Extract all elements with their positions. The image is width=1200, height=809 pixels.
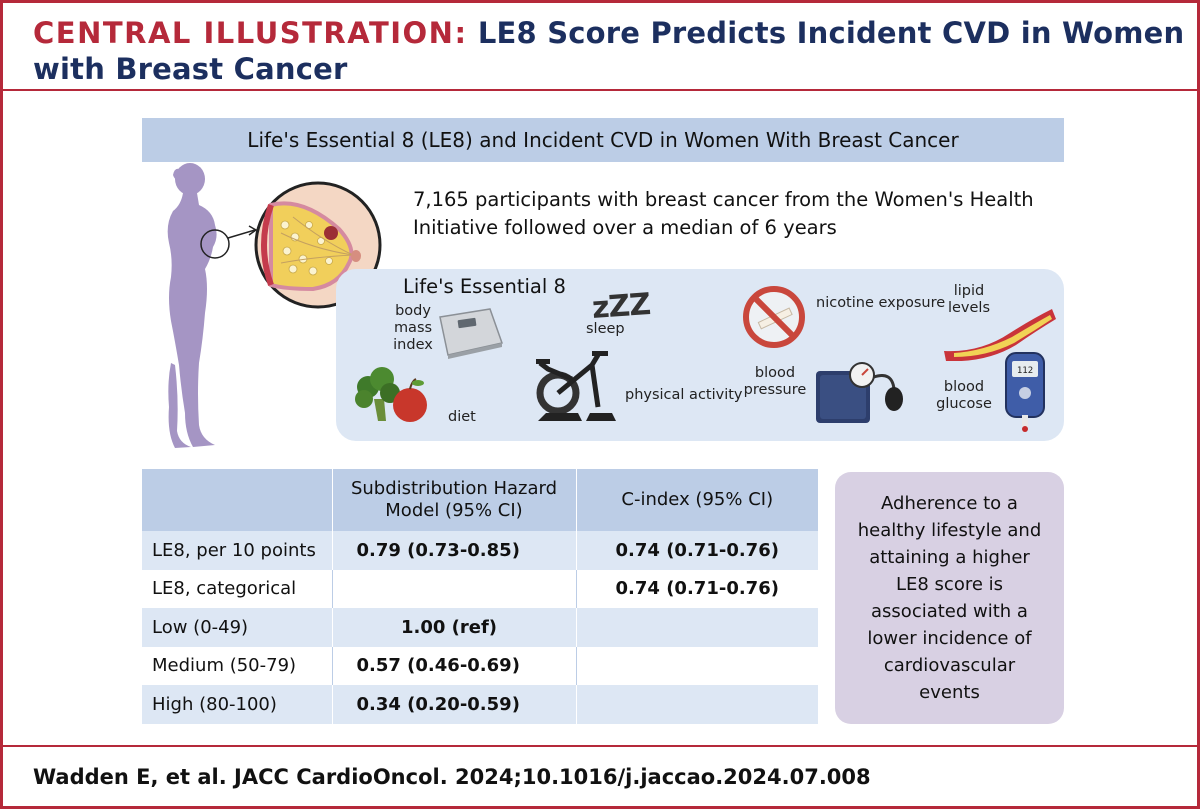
label-physical-activity: physical activity — [625, 387, 743, 403]
conclusion-text: Adherence to a healthy lifestyle and att… — [857, 493, 1042, 703]
study-description: 7,165 participants with breast cancer fr… — [413, 188, 1034, 239]
citation-footer: Wadden E, et al. JACC CardioOncol. 2024;… — [3, 745, 1197, 806]
table-cell: 0.34 (0.20-0.59) — [332, 685, 577, 724]
title-prefix: CENTRAL ILLUSTRATION: — [33, 16, 468, 50]
table-cell: Medium (50-79) — [142, 646, 333, 685]
label-blood-glucose: blood glucose — [936, 379, 992, 412]
conclusion-box: Adherence to a healthy lifestyle and att… — [835, 472, 1064, 724]
label-nicotine: nicotine exposure — [816, 295, 946, 311]
table-cell: 1.00 (ref) — [332, 608, 577, 647]
magnify-ring-icon — [200, 229, 230, 259]
table-header-cell: C-index (95% CI) — [621, 489, 774, 510]
table-cell — [332, 569, 577, 608]
scale-icon — [439, 308, 503, 359]
table-cell: 0.74 (0.71-0.76) — [615, 578, 779, 600]
no-smoking-icon — [743, 286, 805, 348]
table-header-row: Subdistribution Hazard Model (95% CI) C-… — [142, 469, 818, 531]
label-bmi: body mass index — [393, 303, 433, 353]
exercise-bike-icon — [536, 351, 616, 421]
table-cell: Low (0-49) — [142, 608, 333, 647]
table-cell: 0.79 (0.73-0.85) — [332, 531, 577, 570]
label-lipid: lipid levels — [947, 283, 991, 316]
woman-silhouette-icon — [167, 163, 217, 448]
glucometer-icon: 112 — [1005, 352, 1045, 432]
table-cell: 0.57 (0.46-0.69) — [332, 646, 577, 685]
label-sleep: sleep — [586, 321, 625, 337]
broccoli-apple-icon — [355, 367, 427, 422]
table-cell: LE8, categorical — [142, 569, 333, 608]
label-diet: diet — [448, 409, 476, 425]
table-header-cell: Subdistribution Hazard Model (95% CI) — [332, 469, 577, 531]
table-cell — [576, 608, 818, 647]
table-row: High (80-100) 0.34 (0.20-0.59) — [142, 685, 818, 724]
table-row: Low (0-49) 1.00 (ref) — [142, 608, 818, 647]
artery-plaque-icon — [944, 309, 1056, 361]
table-row: LE8, categorical 0.74 (0.71-0.76) — [142, 569, 818, 608]
table-cell: High (80-100) — [142, 685, 333, 724]
table-row: Medium (50-79) 0.57 (0.46-0.69) — [142, 646, 818, 686]
le8-panel-title: Life's Essential 8 — [403, 275, 566, 298]
table-cell — [576, 685, 818, 724]
table-cell — [576, 647, 818, 686]
title-text: LE8 Score Predicts Incident CVD in Women… — [33, 16, 1185, 86]
label-blood-pressure: blood pressure — [743, 365, 807, 398]
table-header-cell — [142, 469, 333, 531]
page-title: CENTRAL ILLUSTRATION: LE8 Score Predicts… — [33, 15, 1197, 87]
le8-components-panel: Life's Essential 8 body mass index diet … — [336, 269, 1064, 441]
results-table: Subdistribution Hazard Model (95% CI) C-… — [142, 469, 818, 724]
header: CENTRAL ILLUSTRATION: LE8 Score Predicts… — [3, 3, 1197, 91]
blood-pressure-cuff-icon — [816, 362, 903, 423]
section-banner: Life's Essential 8 (LE8) and Incident CV… — [142, 118, 1064, 162]
table-cell: LE8, per 10 points — [142, 531, 333, 570]
table-cell: 0.74 (0.71-0.76) — [615, 539, 779, 561]
glucometer-reading: 112 — [1017, 366, 1033, 376]
table-row: LE8, per 10 points 0.79 (0.73-0.85) 0.74… — [142, 531, 818, 570]
